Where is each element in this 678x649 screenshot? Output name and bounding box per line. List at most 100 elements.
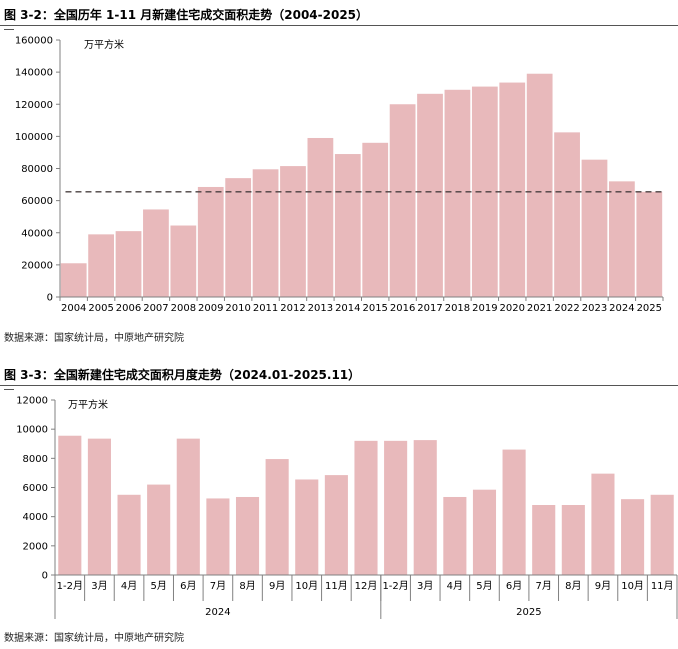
- annual-x-axis: 2004 2005 2006 2007 2008 2009 2010 2011 2012 2013…: [59, 296, 664, 314]
- bar: [115, 231, 142, 297]
- bar: [591, 473, 615, 575]
- bar: [87, 438, 111, 575]
- x-tick-label: 2015: [362, 303, 387, 314]
- x-tick-label: 11月: [325, 580, 348, 592]
- x-tick-label: 2013: [308, 303, 333, 314]
- bar: [170, 225, 197, 297]
- bar: [621, 499, 645, 575]
- source-note-monthly: 数据来源：国家统计局，中原地产研究院: [4, 633, 184, 644]
- y-tick-label: 8000: [23, 454, 48, 465]
- y-tick-label: 6000: [23, 483, 48, 494]
- x-tick-label: 2006: [116, 303, 141, 314]
- x-tick-label: 2012: [280, 303, 305, 314]
- x-tick-label: 10月: [295, 580, 318, 592]
- bar: [88, 234, 114, 297]
- bar: [532, 505, 556, 575]
- bar: [362, 142, 389, 297]
- monthly-y-axis: 0 2000 4000 6000 8000 10000 12000: [16, 396, 56, 582]
- title-tick-annual: [4, 29, 14, 30]
- x-tick-label: 6月: [180, 580, 196, 592]
- bar: [58, 435, 82, 575]
- y-tick-label: 0: [42, 571, 48, 582]
- group-label: 2025: [516, 607, 541, 618]
- x-tick-label: 4月: [447, 580, 463, 592]
- y-tick-label: 80000: [21, 164, 53, 175]
- x-tick-label: 2008: [171, 303, 196, 314]
- x-tick-label: 9月: [269, 580, 285, 592]
- y-tick-label: 140000: [15, 68, 53, 79]
- bar: [197, 186, 224, 297]
- bar: [502, 449, 526, 575]
- bar: [265, 459, 289, 575]
- y-tick-label: 160000: [15, 36, 53, 47]
- x-tick-label: 2011: [253, 303, 278, 314]
- x-tick-label: 2021: [527, 303, 552, 314]
- y-tick-label: 10000: [16, 425, 48, 436]
- x-tick-label: 8月: [239, 580, 255, 592]
- x-tick-label: 3月: [417, 580, 433, 592]
- monthly-bars: [58, 435, 674, 575]
- bar: [176, 438, 200, 575]
- bar: [307, 137, 334, 297]
- x-tick-label: 2025: [637, 303, 662, 314]
- y-tick-label: 100000: [15, 132, 53, 143]
- bar: [609, 181, 635, 297]
- x-tick-label: 9月: [595, 580, 611, 592]
- monthly-bar-chart: 万平方米 0 2000 4000 6000 8000 10000 12000 1-2月 3月 4…: [16, 396, 678, 619]
- bar: [444, 89, 471, 297]
- bar: [472, 489, 497, 575]
- x-tick-label: 6月: [506, 580, 522, 592]
- y-tick-label: 2000: [23, 541, 48, 552]
- x-tick-label: 11月: [651, 580, 674, 592]
- x-tick-label: 2020: [500, 303, 525, 314]
- x-tick-label: 2010: [225, 303, 250, 314]
- x-tick-label: 2016: [390, 303, 415, 314]
- bar: [443, 496, 467, 575]
- bar: [334, 154, 361, 297]
- x-tick-label: 5月: [150, 580, 166, 592]
- x-tick-label: 2018: [445, 303, 470, 314]
- x-tick-label: 2024: [609, 303, 634, 314]
- x-tick-label: 8月: [565, 580, 581, 592]
- source-note-annual: 数据来源：国家统计局，中原地产研究院: [4, 333, 184, 344]
- bar: [417, 93, 443, 297]
- x-tick-label: 10月: [621, 580, 644, 592]
- x-tick-label: 1-2月: [57, 580, 83, 592]
- bar: [561, 505, 585, 575]
- x-tick-label: 2005: [88, 303, 113, 314]
- bar: [526, 73, 553, 297]
- bar: [206, 498, 230, 575]
- bar: [295, 479, 319, 575]
- y-tick-label: 0: [47, 293, 53, 304]
- bar: [60, 263, 87, 297]
- x-tick-label: 4月: [121, 580, 137, 592]
- bar: [235, 496, 260, 575]
- x-tick-label: 7月: [210, 580, 226, 592]
- bar: [324, 475, 348, 575]
- monthly-unit-label: 万平方米: [68, 398, 108, 411]
- y-tick-label: 60000: [21, 196, 53, 207]
- x-tick-label: 3月: [91, 580, 107, 592]
- x-tick-label: 7月: [536, 580, 552, 592]
- title-tick-monthly: [4, 389, 14, 390]
- bar: [581, 159, 608, 297]
- y-tick-label: 12000: [16, 396, 48, 407]
- bar: [499, 82, 526, 297]
- bar: [650, 494, 674, 575]
- bar: [554, 132, 580, 297]
- y-tick-label: 120000: [15, 100, 53, 111]
- bar: [252, 169, 279, 297]
- x-tick-label: 2009: [198, 303, 223, 314]
- x-tick-label: 5月: [476, 580, 492, 592]
- bar: [143, 209, 169, 297]
- bar: [384, 440, 408, 575]
- title-rule-annual: [0, 25, 678, 26]
- x-tick-label: 2022: [554, 303, 579, 314]
- group-label: 2024: [205, 607, 230, 618]
- x-tick-label: 12月: [355, 580, 378, 592]
- bar: [117, 494, 141, 575]
- x-tick-label: 2019: [472, 303, 497, 314]
- bar: [636, 191, 663, 297]
- figure-title-annual: 图 3-2：全国历年 1-11 月新建住宅成交面积走势（2004-2025）: [4, 8, 369, 22]
- bar: [389, 104, 416, 297]
